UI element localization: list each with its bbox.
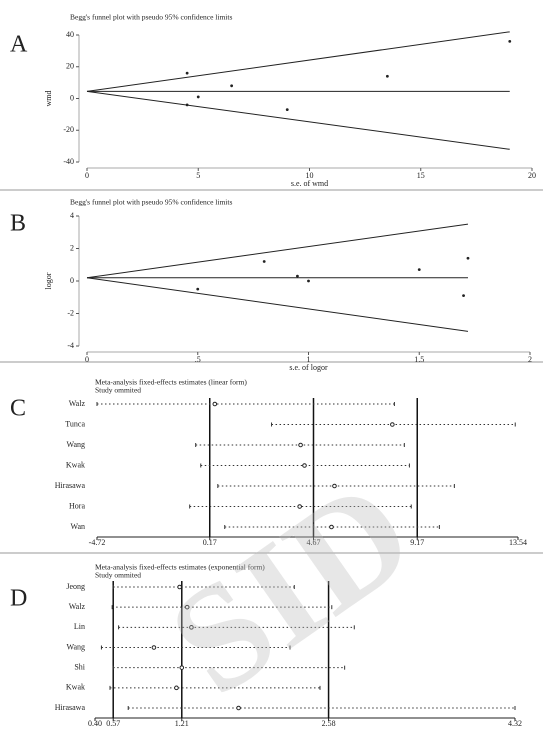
x-tick-label: 4.32: [508, 719, 522, 728]
estimate-point: [332, 483, 337, 489]
x-tick-label: 1: [307, 355, 311, 364]
y-axis-title: logor: [44, 272, 53, 289]
y-tick-label: -4: [67, 341, 74, 350]
point: [385, 74, 389, 78]
x-axis-title: s.e. of logor: [289, 363, 328, 372]
study-label: Kwak: [66, 683, 85, 692]
y-tick-label: 0: [70, 93, 74, 102]
study-label: Walz: [69, 399, 86, 408]
x-tick-label: 1.5: [414, 355, 424, 364]
point: [185, 103, 189, 107]
study-label: Hirasawa: [55, 703, 86, 712]
x-tick-label: 4.67: [306, 538, 320, 547]
estimate-point: [174, 685, 179, 691]
chart-title: Meta-analysis fixed-effects estimates (l…: [95, 378, 247, 387]
x-tick-label: 5: [196, 171, 200, 180]
estimate-point: [298, 442, 303, 448]
panel-letter: B: [10, 211, 26, 237]
chart-title: Meta-analysis fixed-effects estimates (e…: [95, 563, 265, 572]
x-tick-label: 0.40: [88, 719, 102, 728]
y-axis-title: wmd: [44, 91, 53, 107]
reference-line: [86, 223, 469, 279]
estimate-point: [302, 463, 307, 468]
study-label: Kwak: [66, 460, 85, 469]
watermark: SID: [141, 448, 441, 727]
x-tick-label: 0.17: [203, 538, 217, 547]
point: [185, 71, 189, 75]
point: [508, 39, 512, 43]
reference-line: [86, 31, 510, 92]
study-label: Walz: [69, 602, 86, 611]
subtitle: Study ommited: [95, 386, 141, 395]
x-tick-label: 15: [417, 171, 425, 180]
y-tick-label: 40: [66, 30, 74, 39]
x-tick-label: 20: [528, 171, 536, 180]
point: [196, 95, 200, 99]
estimate-point: [189, 625, 194, 630]
y-tick-label: 4: [70, 211, 74, 220]
x-tick-label: -4.72: [89, 538, 106, 547]
study-label: Wan: [71, 522, 85, 531]
estimate-point: [212, 401, 218, 407]
x-tick-label: 10: [306, 171, 314, 180]
panel-letter: A: [10, 32, 28, 58]
x-tick-label: 2: [528, 355, 532, 364]
study-label: Shi: [74, 662, 85, 671]
reference-line: [86, 277, 469, 332]
point: [417, 268, 421, 272]
panel-letter: D: [10, 586, 27, 612]
study-label: Jeong: [66, 582, 85, 591]
x-tick-label: 13.54: [509, 538, 527, 547]
y-tick-label: -2: [67, 308, 74, 317]
point: [296, 274, 299, 278]
study-label: Wang: [67, 642, 85, 651]
chart-title: Begg's funnel plot with pseudo 95% confi…: [70, 198, 232, 207]
study-label: Wang: [67, 440, 85, 449]
x-tick-label: 0.57: [106, 719, 120, 728]
study-label: Hirasawa: [55, 481, 86, 490]
x-tick-label: 0: [85, 171, 89, 180]
estimate-point: [329, 524, 334, 530]
study-label: Hora: [69, 501, 85, 510]
x-tick-label: .5: [195, 355, 201, 364]
point: [462, 294, 465, 298]
chart-title: Begg's funnel plot with pseudo 95% confi…: [70, 13, 232, 22]
x-tick-label: 0: [85, 355, 89, 364]
y-tick-label: 0: [70, 276, 74, 285]
point: [230, 84, 234, 88]
panel-letter: C: [10, 396, 26, 422]
point: [285, 108, 289, 112]
x-axis-title: s.e. of wmd: [291, 179, 328, 188]
x-tick-label: 2.58: [322, 719, 336, 728]
study-label: Tunca: [65, 419, 85, 428]
estimate-point: [179, 665, 185, 670]
estimate-point: [151, 645, 157, 650]
point: [307, 279, 310, 283]
estimate-point: [390, 422, 395, 427]
point: [262, 260, 266, 263]
y-tick-label: 2: [70, 243, 74, 252]
point: [466, 256, 470, 260]
x-tick-label: 9.17: [410, 538, 424, 547]
study-label: Lin: [74, 622, 85, 631]
y-tick-label: -40: [63, 157, 74, 166]
point: [196, 287, 200, 291]
reference-line: [86, 90, 510, 150]
x-tick-label: 1.21: [175, 719, 189, 728]
y-tick-label: -20: [63, 125, 74, 134]
estimate-point: [297, 504, 302, 509]
y-tick-label: 20: [66, 62, 74, 71]
estimate-point: [236, 705, 241, 711]
estimate-point: [177, 584, 182, 590]
estimate-point: [184, 604, 190, 610]
subtitle: Study ommited: [95, 571, 141, 580]
